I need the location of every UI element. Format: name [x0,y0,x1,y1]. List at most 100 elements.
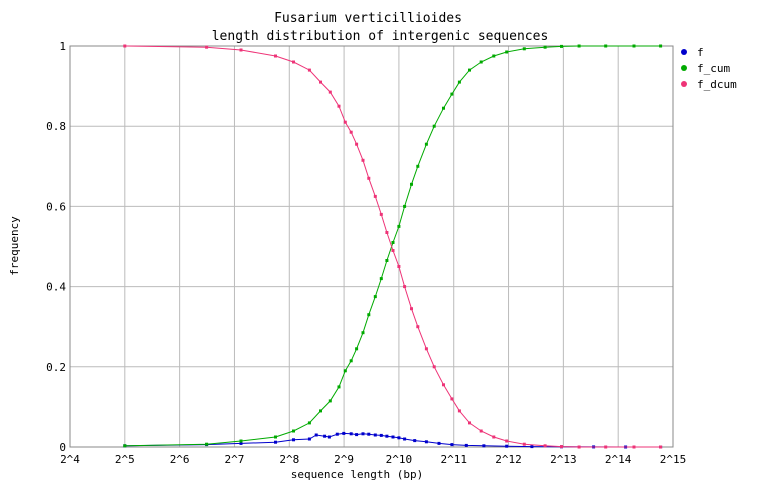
data-point [437,441,441,445]
x-axis-label: sequence length (bp) [291,468,423,481]
legend-marker [681,49,687,55]
data-point [577,44,581,48]
data-point [391,435,395,439]
series-layer [123,44,663,449]
x-tick-label: 2^13 [550,453,577,466]
data-point [292,438,295,442]
data-point [349,130,353,134]
data-point [123,44,127,48]
data-point [349,432,353,436]
data-point [659,445,663,449]
data-point [397,436,401,440]
grid [70,46,673,447]
data-point [349,359,353,363]
data-point [337,104,341,108]
data-point [379,212,383,216]
data-point [239,439,243,443]
data-point [424,347,428,351]
data-point [361,331,365,335]
data-point [335,432,339,436]
x-tick-label: 2^5 [115,453,135,466]
plot-frame [69,45,674,448]
y-tick-label: 0 [59,441,66,454]
data-point [632,445,636,449]
data-point [397,224,401,228]
data-point [505,50,509,54]
data-point [543,45,547,49]
data-point [424,440,428,444]
data-point [468,68,471,72]
y-tick-label: 1 [59,40,66,53]
data-point [361,432,365,436]
data-point [367,176,371,180]
data-point [391,241,395,244]
data-point [442,383,445,387]
data-point [530,445,534,449]
data-point [505,439,509,443]
y-axis: 0 0.2 0.4 0.6 0.8 1 [46,40,66,454]
data-point [239,441,243,445]
data-point [373,194,377,198]
data-point [274,440,277,444]
data-point [373,295,377,299]
data-point [274,435,277,439]
chart-title: Fusarium verticillioides [274,11,462,26]
data-point [367,313,371,317]
data-point [450,443,454,447]
data-point [659,44,663,48]
data-point [379,277,383,281]
data-point [385,434,389,438]
data-point [410,307,413,311]
x-tick-label: 2^12 [495,453,522,466]
data-point [205,442,209,446]
data-point [416,164,420,168]
data-point [450,397,454,401]
data-point [355,347,359,351]
data-point [355,142,359,146]
data-point [355,433,359,437]
data-point [482,444,486,448]
data-point [457,409,461,413]
data-point [319,409,322,413]
data-point [410,182,413,186]
data-point [367,432,371,436]
data-point [432,365,436,369]
y-tick-label: 0.8 [46,120,66,133]
data-point [604,44,608,48]
data-point [577,445,581,449]
data-point [403,285,407,289]
data-point [560,445,563,449]
series-f-dcum [123,44,663,449]
data-point [342,431,346,435]
data-point [424,142,428,146]
data-point [239,48,243,52]
data-point [403,437,407,441]
data-point [450,92,454,96]
data-point [505,444,509,448]
data-point [604,445,608,449]
data-point [479,60,483,64]
data-point [522,442,526,446]
data-point [292,429,295,433]
x-tick-label: 2^15 [660,453,687,466]
legend: f f_cum f_dcum [681,46,737,91]
data-point [328,399,332,403]
data-point [464,443,468,447]
x-tick-label: 2^9 [334,453,354,466]
series-f-cum [123,44,663,448]
data-point [543,444,547,448]
data-point [319,80,322,84]
data-point [337,385,341,389]
data-point [457,80,461,84]
legend-item-f: f [681,46,704,59]
data-point [492,435,496,439]
data-point [123,444,127,448]
y-tick-label: 0.4 [46,281,66,294]
y-axis-label: frequency [8,216,21,276]
legend-item-f-dcum: f_dcum [681,78,737,91]
data-point [327,435,331,439]
data-point [274,54,277,58]
data-point [397,265,401,268]
data-point [391,249,395,252]
legend-label: f_cum [697,62,730,75]
